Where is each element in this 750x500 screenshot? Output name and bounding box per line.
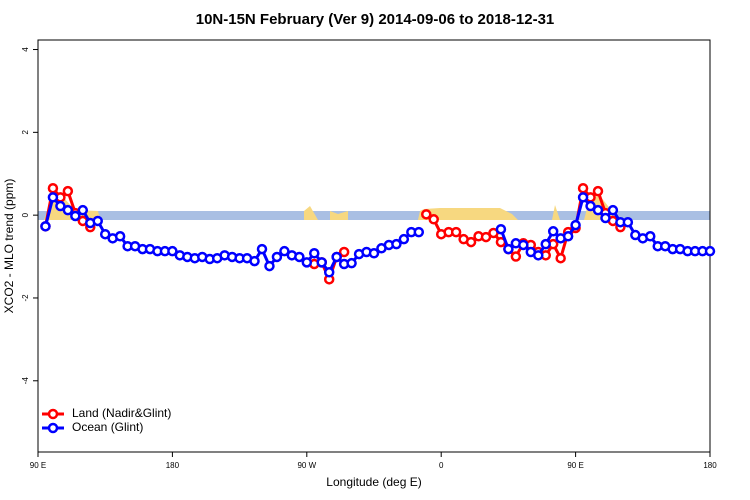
data-point — [323, 267, 335, 278]
data-point — [622, 216, 634, 228]
data-point — [592, 204, 604, 216]
data-point — [391, 238, 402, 250]
data-point — [577, 192, 589, 203]
land-patch — [330, 211, 348, 220]
data-point — [465, 236, 477, 248]
land-patch — [304, 206, 318, 220]
data-point — [577, 182, 589, 194]
data-point — [316, 257, 327, 268]
data-point — [585, 200, 596, 212]
data-point — [570, 219, 581, 231]
y-axis-label: XCO2 - MLO trend (ppm) — [2, 179, 16, 314]
data-point — [480, 231, 492, 243]
series — [40, 192, 716, 278]
band — [38, 211, 710, 220]
data-point — [167, 245, 178, 257]
data-point — [256, 243, 268, 255]
data-point — [555, 252, 566, 264]
data-point — [600, 212, 611, 224]
data-point — [645, 231, 656, 242]
data-point — [294, 251, 305, 263]
data-point — [77, 204, 89, 216]
data-point — [428, 214, 439, 225]
chart-title: 10N-15N February (Ver 9) 2014-09-06 to 2… — [196, 11, 555, 28]
data-point — [547, 226, 559, 237]
data-point — [413, 226, 425, 238]
data-point — [562, 231, 574, 242]
data-point — [40, 221, 51, 232]
y-tick-label: 0 — [21, 212, 30, 217]
data-point — [592, 185, 604, 197]
data-point — [533, 250, 544, 261]
x-axis-label: Longitude (deg E) — [326, 475, 421, 489]
data-point — [346, 257, 357, 269]
data-point — [114, 231, 126, 242]
data-point — [421, 209, 432, 220]
x-tick-label: 180 — [703, 461, 717, 470]
x-tick-label: 90 E — [567, 461, 583, 470]
data-point — [368, 247, 380, 259]
data-point — [264, 260, 275, 272]
data-point — [55, 200, 66, 212]
legend-label: Ocean (Glint) — [72, 420, 143, 434]
land-patch — [552, 205, 560, 220]
y-tick-label: 4 — [21, 47, 30, 52]
data-point — [331, 251, 342, 263]
legend-marker — [47, 408, 59, 420]
data-point — [540, 238, 551, 250]
data-point — [249, 255, 260, 267]
y-tick-label: -4 — [21, 377, 30, 385]
data-point — [398, 233, 410, 245]
data-point — [271, 251, 283, 263]
data-point — [279, 245, 290, 257]
data-point — [301, 257, 313, 268]
data-point — [92, 215, 103, 227]
x-tick-label: 90 W — [297, 461, 316, 470]
data-point — [503, 243, 514, 255]
data-point — [607, 204, 619, 216]
y-tick-label: 2 — [21, 130, 30, 135]
data-point — [70, 210, 81, 222]
legend: Land (Nadir&Glint)Ocean (Glint) — [42, 406, 171, 434]
data-point — [338, 246, 350, 258]
data-point — [62, 185, 74, 197]
data-point — [47, 192, 59, 203]
data-point — [62, 204, 74, 216]
data-point — [309, 247, 320, 259]
data-point — [495, 223, 507, 235]
legend-marker — [47, 422, 59, 434]
data-point — [704, 245, 716, 257]
x-tick-label: 0 — [439, 461, 444, 470]
data-point — [99, 228, 111, 240]
x-tick-label: 180 — [166, 461, 180, 470]
data-point — [450, 226, 462, 238]
x-tick-label: 90 E — [30, 461, 46, 470]
legend-label: Land (Nadir&Glint) — [72, 406, 171, 420]
y-tick-label: -2 — [21, 294, 30, 302]
land-patch — [418, 208, 518, 220]
data-point — [518, 239, 529, 251]
data-point — [47, 182, 59, 194]
data-point — [510, 251, 522, 262]
